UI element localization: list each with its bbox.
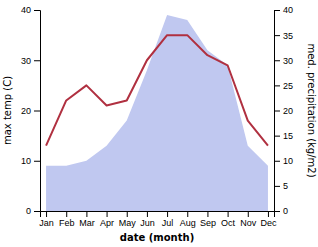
tick: 10 [21,156,40,166]
tick-label: Sep [200,218,216,228]
tick: Nov [240,211,257,228]
tick-label: 10 [21,156,31,166]
tick-mark [248,211,249,217]
tick-mark [46,211,47,217]
tick: Sep [200,211,216,228]
tick: Jul [162,211,174,228]
tick-label: 20 [21,106,31,116]
tick-label: Jul [162,218,174,228]
tick: Feb [59,211,75,228]
tick: Jun [140,211,155,228]
tick: 35 [274,31,293,41]
tick-mark [34,60,40,61]
tick-mark [228,211,229,217]
tick-label: 35 [283,31,293,41]
tick-mark [207,211,208,217]
tick-mark [34,10,40,11]
tick-mark [107,211,108,217]
tick-label: Nov [240,218,257,228]
tick-mark [34,161,40,162]
tick-label: 0 [283,206,288,216]
tick-label: 15 [283,131,293,141]
tick: May [119,211,137,228]
temperature-line [46,35,268,146]
tick: Jan [39,211,54,228]
tick-label: May [119,218,137,228]
tick-mark [274,111,280,112]
tick: 20 [274,106,293,116]
tick-mark [268,211,269,217]
tick: 10 [274,156,293,166]
tick-label: Jun [140,218,155,228]
tick-mark [274,60,280,61]
tick: 15 [274,131,293,141]
tick-label: Feb [59,218,75,228]
tick-mark [274,35,280,36]
axis-line [275,11,281,212]
tick: Mar [79,211,95,228]
chart: Jan Feb Mar Apr MayJun Jul Aug Sep Oct NovDec 0 10 2… [0,0,318,247]
tick: 20 [21,106,40,116]
tick-mark [34,111,40,112]
x-axis-title: date (month) [120,232,194,243]
tick: 0 [26,206,40,216]
y2-axis: 0 5 10 15 20 25 30 35 40 [274,5,293,216]
plot-area: Jan Feb Mar Apr MayJun Jul Aug Sep Oct NovDec 0 10 2… [21,5,293,228]
tick-label: 25 [283,81,293,91]
x-axis: Jan Feb Mar Apr MayJun Jul Aug Sep Oct NovDec [39,211,277,228]
tick-mark [274,161,280,162]
tick: 30 [274,56,293,66]
tick-mark [86,211,87,217]
precipitation-area [46,15,268,211]
tick: Dec [260,211,277,228]
tick-mark [274,211,280,212]
tick: 40 [21,5,40,15]
tick: Apr [100,211,114,228]
tick: 0 [274,206,288,216]
tick-label: Mar [79,218,95,228]
y-axis-title: max temp (C) [2,76,13,145]
tick-label: 40 [21,5,31,15]
tick: 5 [274,181,288,191]
tick-mark [66,211,67,217]
tick-mark [274,186,280,187]
tick-label: 0 [26,206,31,216]
tick: 40 [274,5,293,15]
tick-label: Apr [100,218,114,228]
tick: 25 [274,81,293,91]
marks [46,15,268,211]
tick-mark [274,85,280,86]
tick: Aug [180,211,196,228]
tick-label: 20 [283,106,293,116]
tick-mark [127,211,128,217]
tick-mark [147,211,148,217]
y2-axis-title: med. precipitation (kg/m2) [306,43,317,177]
tick-mark [34,211,40,212]
tick-mark [274,10,280,11]
tick-label: 40 [283,5,293,15]
tick-mark [187,211,188,217]
tick-label: Jan [39,218,54,228]
tick-mark [274,136,280,137]
tick-label: 30 [21,56,31,66]
y-axis: 0 10 20 30 40 [21,5,41,216]
tick-label: Oct [221,218,236,228]
tick: 30 [21,56,40,66]
tick-label: 10 [283,156,293,166]
tick-mark [167,211,168,217]
tick-label: Aug [180,218,196,228]
axis-line [41,212,275,218]
tick: Oct [221,211,236,228]
tick-label: 30 [283,56,293,66]
axis-line [34,11,41,212]
tick-label: 5 [283,181,288,191]
tick-label: Dec [260,218,277,228]
